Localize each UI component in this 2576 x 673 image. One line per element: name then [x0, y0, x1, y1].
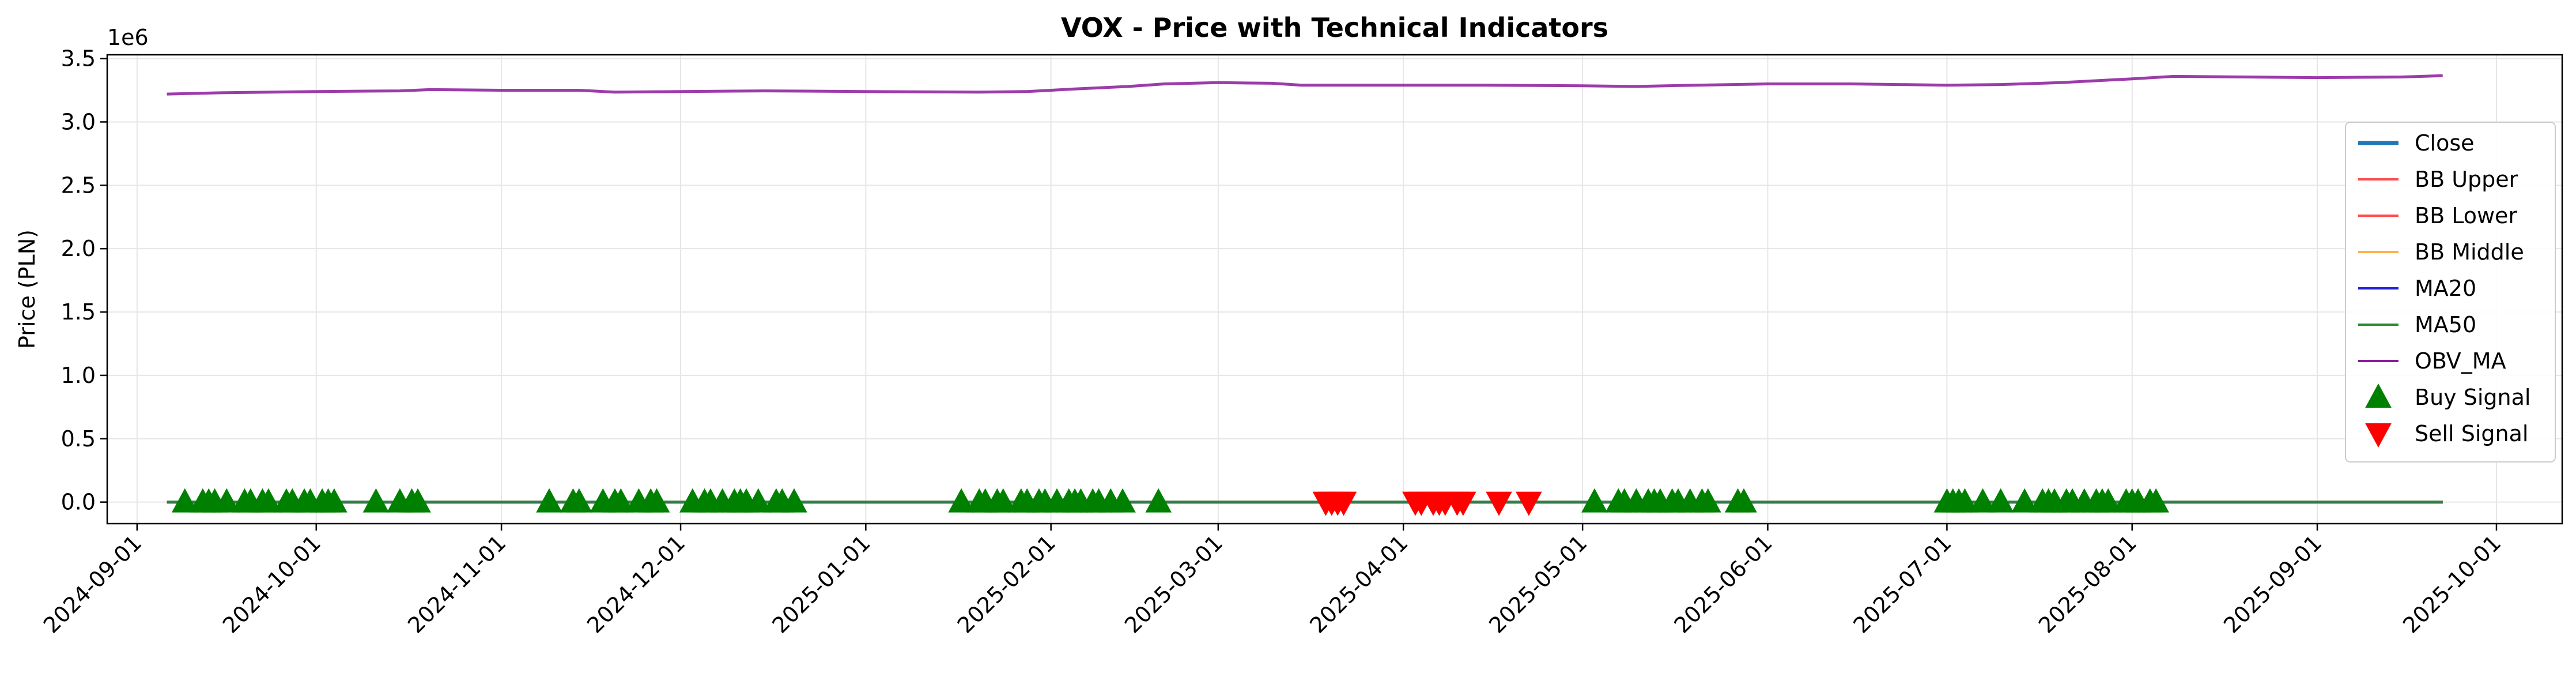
buy-signal-marker	[1581, 488, 1608, 513]
buy-signal-marker	[989, 488, 1017, 513]
series-line-obv-ma	[167, 74, 2443, 96]
y-axis-label: Price (PLN)	[14, 230, 40, 349]
y-tick-label: 1.0	[61, 363, 96, 388]
sell-signal-marker	[1330, 491, 1357, 516]
buy-signal-marker	[948, 488, 975, 513]
sell-signal-marker	[1516, 491, 1542, 516]
buy-signal-marker	[171, 488, 198, 513]
buy-signal-marker	[1969, 488, 1996, 513]
buy-signal-marker	[2143, 488, 2169, 513]
y-tick-label: 2.5	[61, 172, 96, 198]
legend-label-sell-signal: Sell Signal	[2415, 421, 2528, 446]
buy-signal-marker	[1987, 488, 2014, 513]
y-tick-label: 0.0	[61, 490, 96, 515]
buy-signal-marker	[321, 488, 348, 513]
buy-signal-marker	[362, 488, 390, 513]
y-axis: 0.0 0.5 1.0 1.5 2.0 2.5 3.0 3.5	[61, 46, 107, 515]
buy-signal-marker	[1695, 488, 1721, 513]
legend-label-close: Close	[2415, 130, 2475, 156]
buy-signal-marker	[213, 488, 240, 513]
buy-signal-marker	[2095, 488, 2122, 513]
legend-box	[2345, 122, 2556, 463]
buy-signal-marker	[1145, 488, 1172, 513]
legend-label-ma50: MA50	[2415, 312, 2476, 337]
legend: Close BB Upper BB Lower BB Middle MA20 MA50 OB…	[2345, 122, 2556, 463]
buy-signal-marker	[255, 488, 282, 513]
buy-signal-marker	[607, 488, 634, 513]
buy-signal-marker	[536, 488, 562, 513]
y-axis-offset-label: 1e6	[107, 25, 149, 50]
legend-label-bb-lower: BB Lower	[2415, 203, 2517, 228]
y-tick-label: 1.5	[61, 299, 96, 325]
buy-signal-marker	[566, 488, 592, 513]
legend-label-bb-upper: BB Upper	[2415, 167, 2518, 192]
plot-frame	[106, 54, 2563, 525]
buy-signal-marker	[1731, 488, 1757, 513]
legend-swatch-buy-signal	[2365, 384, 2392, 408]
y-tick-label: 0.5	[61, 426, 96, 452]
buy-signal-marker	[781, 488, 807, 513]
buy-signal-marker	[2011, 488, 2038, 513]
y-tick-label: 3.0	[61, 109, 96, 134]
sell-signal-marker	[1486, 491, 1512, 516]
legend-label-buy-signal: Buy Signal	[2415, 385, 2530, 410]
legend-label-ma20: MA20	[2415, 276, 2476, 301]
buy-signal-marker	[643, 488, 670, 513]
buy-signal-marker	[1109, 488, 1136, 513]
legend-label-bb-middle: BB Middle	[2415, 239, 2524, 265]
legend-label-obv-ma: OBV_MA	[2415, 348, 2506, 374]
y-tick-label: 3.5	[61, 46, 96, 72]
y-tick-label: 2.0	[61, 236, 96, 261]
chart-title: VOX - Price with Technical Indicators	[1061, 12, 1608, 43]
buy-signal-marker	[1951, 488, 1978, 513]
legend-swatch-sell-signal	[2365, 423, 2392, 448]
buy-signal-marker	[405, 488, 431, 513]
sell-signal-marker	[1450, 491, 1476, 516]
buy-signal-marker	[745, 488, 772, 513]
signal-markers	[171, 488, 2169, 516]
